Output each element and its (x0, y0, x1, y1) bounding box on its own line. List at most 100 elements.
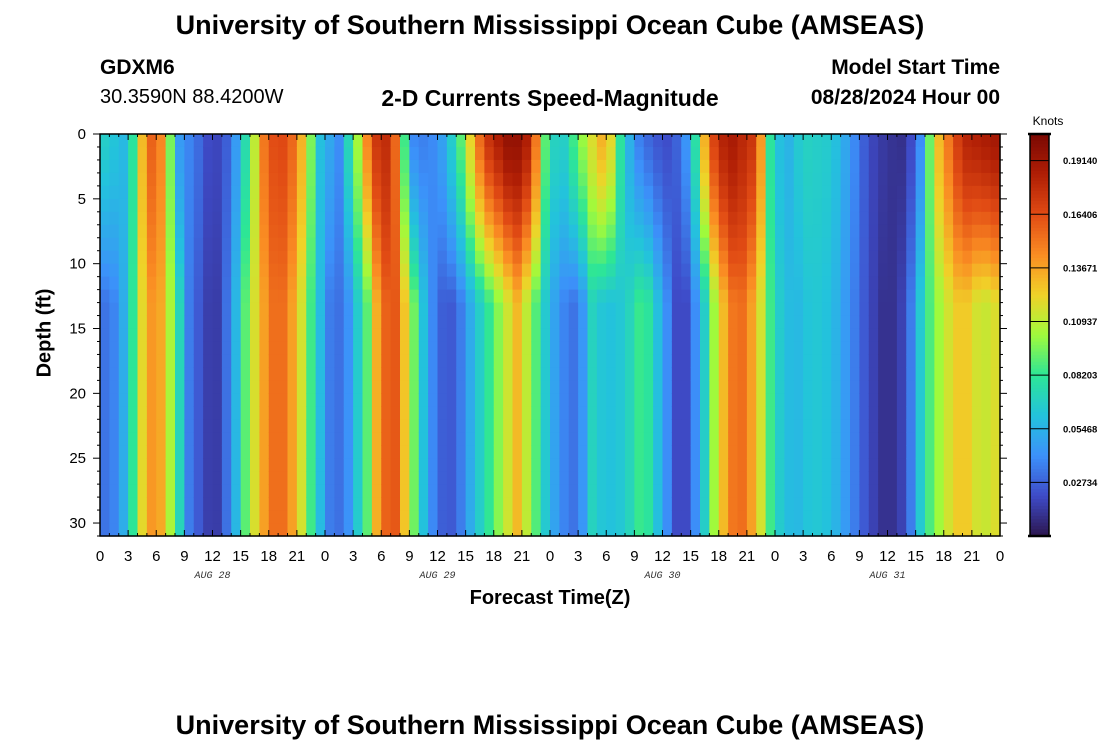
heatmap-cell (250, 354, 260, 369)
heatmap-cell (878, 523, 889, 537)
heatmap-cell (550, 471, 560, 485)
colorbar (1028, 132, 1051, 538)
heatmap-cell (278, 497, 289, 511)
heatmap-cell (118, 523, 129, 537)
heatmap-cell (193, 367, 204, 381)
heatmap-cell (793, 224, 804, 239)
heatmap-cell (400, 198, 410, 213)
heatmap-cell (334, 484, 345, 498)
heatmap-cell (878, 471, 889, 485)
heatmap-cell (428, 510, 439, 524)
heatmap-cell (596, 432, 607, 446)
heatmap-cell (156, 497, 167, 511)
heatmap-cell (231, 432, 242, 446)
heatmap-cell (643, 250, 654, 265)
heatmap-cell (184, 445, 195, 459)
heatmap-cell (653, 146, 664, 161)
heatmap-cell (128, 523, 139, 537)
heatmap-cell (803, 328, 814, 343)
heatmap-cell (540, 224, 551, 239)
colorbar-segment (1030, 381, 1049, 386)
heatmap-cell (653, 458, 664, 472)
heatmap-cell (418, 198, 429, 213)
heatmap-cell (981, 237, 992, 252)
heatmap-cell (578, 393, 589, 407)
heatmap-cell (221, 419, 232, 433)
heatmap-cell (568, 497, 579, 511)
heatmap-cell (765, 471, 776, 485)
heatmap-cell (240, 393, 251, 407)
heatmap-cell (728, 315, 739, 330)
heatmap-cell (278, 393, 289, 407)
heatmap-cell (625, 510, 635, 524)
colorbar-tick-label: 0.10937 (1063, 317, 1097, 328)
heatmap-cell (878, 198, 889, 213)
heatmap-cell (906, 224, 917, 239)
heatmap-cell (109, 445, 120, 459)
heatmap-cell (165, 250, 176, 265)
heatmap-cell (409, 250, 420, 265)
heatmap-cell (700, 367, 710, 381)
heatmap-cell (446, 211, 457, 226)
heatmap-cell (690, 159, 701, 174)
heatmap-cell (962, 497, 973, 511)
heatmap-cell (268, 354, 279, 369)
heatmap-cell (803, 432, 814, 446)
heatmap-cell (821, 276, 832, 291)
heatmap-cell (971, 263, 982, 278)
heatmap-cell (465, 185, 476, 200)
heatmap-cell (728, 367, 739, 381)
heatmap-cell (737, 432, 748, 446)
heatmap-cell (803, 484, 814, 498)
heatmap-cell (765, 328, 776, 343)
heatmap-cell (418, 341, 429, 356)
heatmap-cell (718, 172, 729, 187)
heatmap-cell (850, 289, 860, 304)
heatmap-cell (793, 419, 804, 433)
heatmap-cell (259, 250, 270, 265)
heatmap-cell (596, 523, 607, 537)
heatmap-cell (484, 471, 495, 485)
heatmap-cell (446, 328, 457, 343)
heatmap-cell (418, 458, 429, 472)
heatmap-cell (306, 510, 317, 524)
heatmap-cell (128, 367, 139, 381)
heatmap-cell (981, 328, 992, 343)
heatmap-cell (812, 198, 823, 213)
heatmap-cell (784, 523, 795, 537)
heatmap-cell (484, 523, 495, 537)
heatmap-cell (896, 134, 907, 148)
heatmap-cell (287, 237, 298, 252)
heatmap-cell (700, 354, 710, 369)
heatmap-cell (531, 211, 542, 226)
heatmap-cell (812, 380, 823, 394)
heatmap-cell (896, 224, 907, 239)
heatmap-cell (437, 185, 448, 200)
heatmap-cell (568, 406, 579, 420)
heatmap-cell (578, 445, 589, 459)
heatmap-cell (240, 289, 251, 304)
heatmap-cell (418, 328, 429, 343)
heatmap-cell (418, 289, 429, 304)
heatmap-cell (175, 367, 185, 381)
heatmap-cell (250, 497, 260, 511)
heatmap-cell (971, 185, 982, 200)
colorbar-segment (1030, 154, 1049, 158)
heatmap-cell (896, 458, 907, 472)
heatmap-cell (540, 393, 551, 407)
heatmap-cell (803, 146, 814, 161)
heatmap-cell (821, 510, 832, 524)
heatmap-cell (231, 458, 242, 472)
heatmap-cell (559, 250, 570, 265)
heatmap-cell (231, 302, 242, 317)
heatmap-cell (343, 497, 354, 511)
heatmap-cell (287, 134, 298, 148)
y-axis-title: Depth (ft) (33, 288, 56, 378)
colorbar-segment (1030, 294, 1049, 299)
heatmap-cell (353, 445, 364, 459)
heatmap-cell (390, 341, 401, 356)
heatmap-cell (212, 224, 223, 239)
heatmap-cell (381, 367, 392, 381)
colorbar-segment (1030, 525, 1049, 530)
heatmap-cell (437, 134, 448, 148)
